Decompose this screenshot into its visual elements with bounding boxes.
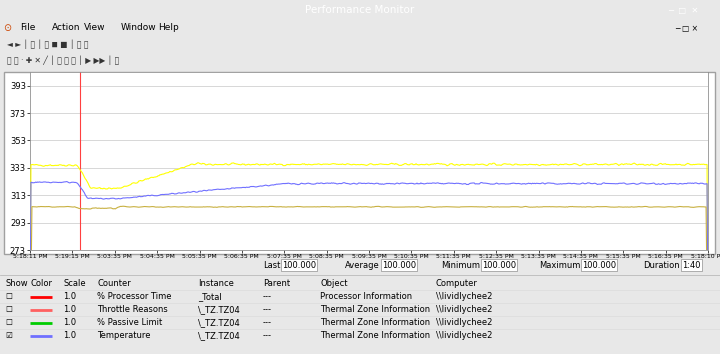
Text: Object: Object: [320, 279, 348, 288]
Text: % Processor Time: % Processor Time: [97, 292, 171, 301]
Text: View: View: [84, 23, 106, 33]
Text: Thermal Zone Information: Thermal Zone Information: [320, 318, 431, 327]
Text: ☐: ☐: [6, 292, 13, 301]
Text: Thermal Zone Information: Thermal Zone Information: [320, 331, 431, 340]
Text: \\lividlychee2: \\lividlychee2: [436, 331, 492, 340]
Text: File: File: [20, 23, 35, 33]
Text: ─ □ ×: ─ □ ×: [675, 23, 698, 33]
Text: Instance: Instance: [198, 279, 234, 288]
Text: ---: ---: [263, 331, 272, 340]
Text: Color: Color: [30, 279, 53, 288]
Text: Last: Last: [263, 261, 280, 270]
Text: Computer: Computer: [436, 279, 477, 288]
Text: Counter: Counter: [97, 279, 131, 288]
Text: 100.000: 100.000: [582, 261, 616, 270]
Text: ☐: ☐: [6, 318, 13, 327]
Text: ---: ---: [263, 305, 272, 314]
Text: % Passive Limit: % Passive Limit: [97, 318, 163, 327]
Text: Show: Show: [6, 279, 28, 288]
Text: \\lividlychee2: \\lividlychee2: [436, 318, 492, 327]
Text: 100.000: 100.000: [282, 261, 316, 270]
Text: ◄ ► │ 📁 │ 🖩 ◼ ■ │ 📊 📋: ◄ ► │ 📁 │ 🖩 ◼ ■ │ 📊 📋: [7, 39, 89, 49]
Text: _Total: _Total: [198, 292, 222, 301]
Text: Thermal Zone Information: Thermal Zone Information: [320, 305, 431, 314]
Text: Processor Information: Processor Information: [320, 292, 413, 301]
Text: 1.0: 1.0: [63, 331, 76, 340]
Text: 100.000: 100.000: [482, 261, 516, 270]
Text: Action: Action: [52, 23, 81, 33]
Text: 1.0: 1.0: [63, 292, 76, 301]
Text: ---: ---: [263, 292, 272, 301]
Text: ---: ---: [263, 318, 272, 327]
Text: 1.0: 1.0: [63, 318, 76, 327]
Text: ─  □  ✕: ─ □ ✕: [668, 6, 698, 15]
Text: Performance Monitor: Performance Monitor: [305, 5, 415, 15]
Text: Scale: Scale: [63, 279, 86, 288]
Text: \\lividlychee2: \\lividlychee2: [436, 292, 492, 301]
Text: ☑: ☑: [6, 331, 13, 340]
Text: ☐: ☐: [6, 305, 13, 314]
Text: Maximum: Maximum: [539, 261, 580, 270]
Text: Temperature: Temperature: [97, 331, 150, 340]
Text: 1:40: 1:40: [682, 261, 701, 270]
Text: 1.0: 1.0: [63, 305, 76, 314]
Text: Parent: Parent: [263, 279, 290, 288]
Text: 🗂 📉 · ✚ ✕ ╱ │ 🔲 🔲 🔍 │ ▶ ▶▶ │ 🔵: 🗂 📉 · ✚ ✕ ╱ │ 🔲 🔲 🔍 │ ▶ ▶▶ │ 🔵: [7, 55, 120, 65]
Text: Duration: Duration: [644, 261, 680, 270]
Text: 100.000: 100.000: [382, 261, 416, 270]
Text: \_TZ.TZ04: \_TZ.TZ04: [198, 318, 240, 327]
Text: Throttle Reasons: Throttle Reasons: [97, 305, 168, 314]
FancyBboxPatch shape: [4, 72, 715, 254]
Text: ⊙: ⊙: [4, 23, 12, 33]
Text: Help: Help: [158, 23, 179, 33]
Text: Minimum: Minimum: [441, 261, 480, 270]
Text: Average: Average: [346, 261, 380, 270]
Text: \_TZ.TZ04: \_TZ.TZ04: [198, 331, 240, 340]
Text: Window: Window: [121, 23, 156, 33]
Text: \_TZ.TZ04: \_TZ.TZ04: [198, 305, 240, 314]
Text: \\lividlychee2: \\lividlychee2: [436, 305, 492, 314]
